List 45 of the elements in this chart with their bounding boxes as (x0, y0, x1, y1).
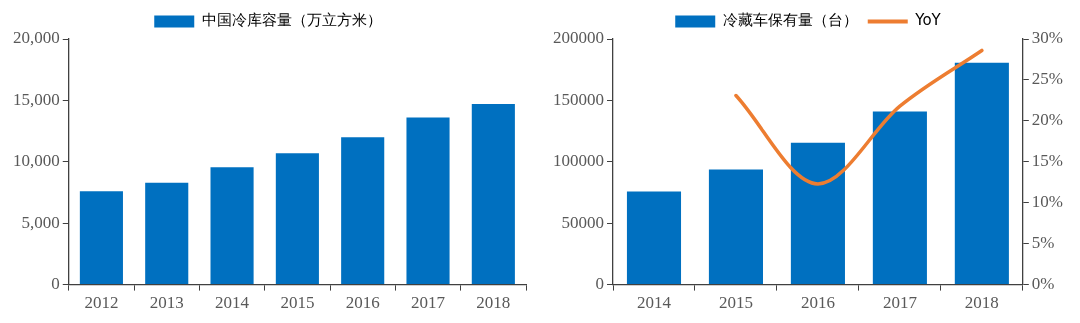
y2-tick-label: 10% (1031, 192, 1064, 212)
x-tick-label: 2013 (149, 293, 184, 313)
y2-tick-label: 25% (1031, 69, 1064, 89)
bar (210, 167, 254, 285)
legend-label: 冷藏车保有量（台） (722, 11, 858, 30)
x-tick-label: 2016 (800, 293, 835, 313)
x-tick-label: 2016 (345, 293, 380, 313)
bar (275, 153, 319, 285)
y2-tick-label: 0% (1031, 274, 1055, 294)
y-tick-label: 20,000 (13, 28, 60, 48)
x-tick-label: 2014 (215, 293, 250, 313)
y-tick-label: 50000 (561, 212, 604, 232)
x-tick-label: 2012 (84, 293, 119, 313)
bar (471, 104, 515, 285)
y-tick-label: 5,000 (21, 212, 60, 232)
x-tick-label: 2015 (280, 293, 315, 313)
bar (626, 191, 682, 285)
y2-tick-label: 30% (1031, 28, 1064, 48)
y-tick-label: 0 (51, 274, 60, 294)
x-tick-label: 2018 (476, 293, 511, 313)
y-tick-label: 200000 (553, 28, 604, 48)
y2-tick-label: 15% (1031, 151, 1064, 171)
bar (341, 137, 385, 285)
line-series (734, 48, 984, 186)
y-tick-label: 0 (595, 274, 604, 294)
bar (406, 117, 450, 285)
bar (954, 62, 1009, 285)
x-tick-label: 2017 (411, 293, 446, 313)
bar (79, 191, 123, 285)
bar (708, 169, 763, 285)
x-tick-label: 2018 (964, 293, 999, 313)
x-tick-label: 2014 (636, 293, 672, 313)
legend-label: 中国冷库容量（万立方米） (201, 11, 382, 30)
y-tick-label: 150000 (553, 89, 604, 109)
bar (872, 111, 927, 285)
y2-tick-label: 20% (1031, 110, 1064, 130)
y-tick-label: 100000 (553, 151, 604, 171)
x-tick-label: 2015 (718, 293, 753, 313)
y-tick-label: 15,000 (13, 89, 60, 109)
y-tick-label: 10,000 (13, 151, 60, 171)
bar (145, 182, 189, 285)
legend-label: YoY (914, 11, 942, 30)
bar (790, 142, 845, 285)
y2-tick-label: 5% (1031, 233, 1055, 253)
x-tick-label: 2017 (882, 293, 918, 313)
